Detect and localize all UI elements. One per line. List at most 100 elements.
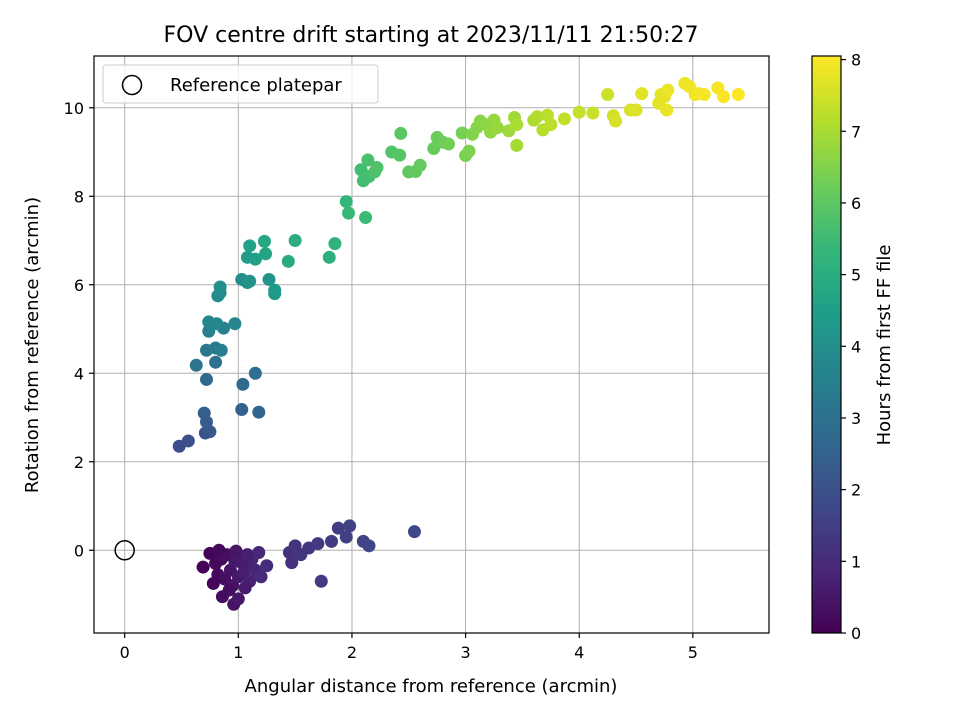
scatter-point (252, 545, 266, 559)
reference-point-marker (114, 540, 135, 561)
y-axis-label: Rotation from reference (arcmin) (22, 197, 43, 493)
scatter-point (697, 87, 711, 101)
y-tick-label: 0 (74, 541, 84, 560)
scatter-point (331, 521, 345, 535)
colorbar-frame (811, 55, 842, 634)
scatter-point (189, 358, 203, 372)
y-tick-label: 2 (74, 453, 84, 472)
scatter-point (311, 537, 325, 551)
scatter-point (510, 138, 524, 152)
scatter-point (635, 87, 649, 101)
legend-box (102, 64, 379, 104)
x-tick-label: 1 (233, 643, 243, 662)
scatter-point (262, 272, 276, 286)
scatter-point (252, 405, 266, 419)
x-axis-ticks: 0 1 2 3 4 5 (120, 633, 698, 662)
legend-marker (121, 74, 143, 96)
scatter-point (243, 274, 257, 288)
scatter-point (281, 254, 295, 268)
legend: Reference platepar (102, 64, 379, 104)
scatter-point (601, 87, 615, 101)
y-tick-label: 8 (74, 187, 84, 206)
scatter-point (339, 195, 353, 209)
scatter-point (370, 161, 384, 175)
scatter-point (210, 317, 224, 331)
scatter-point (586, 106, 600, 120)
scatter-point (314, 574, 328, 588)
legend-entry-reference-platepar: Reference platepar (170, 75, 342, 96)
scatter-point (660, 103, 674, 117)
scatter-point (222, 583, 236, 597)
scatter-point (572, 105, 586, 119)
x-tick-label: 2 (347, 643, 357, 662)
scatter-point (259, 247, 273, 261)
colorbar-tick-label: 5 (851, 266, 861, 285)
scatter-point (260, 559, 274, 573)
colorbar-tick-label: 4 (851, 337, 861, 356)
scatter-point (238, 581, 252, 595)
chart-title: FOV centre drift starting at 2023/11/11 … (164, 23, 699, 48)
scatter-point (342, 206, 356, 220)
scatter-point (731, 87, 745, 101)
plot-frame (93, 55, 770, 634)
colorbar-tick-label: 0 (851, 624, 861, 643)
x-tick-label: 0 (120, 643, 130, 662)
scatter-point (240, 548, 254, 562)
scatter-point (200, 372, 213, 386)
scatter-point (362, 539, 376, 553)
scatter-point (181, 434, 195, 448)
y-tick-label: 10 (64, 99, 84, 118)
scatter-point (228, 317, 242, 331)
scatter-point (510, 118, 524, 132)
colorbar-tick-label: 7 (851, 122, 861, 141)
scatter-point (235, 403, 249, 417)
scatter-point (661, 83, 675, 97)
scatter-point (231, 592, 245, 606)
scatter-point (490, 121, 504, 135)
scatter-point (243, 239, 257, 253)
scatter-point (209, 355, 223, 369)
scatter-point (268, 283, 282, 297)
x-tick-label: 3 (460, 643, 470, 662)
colorbar-label: Hours from first FF file (874, 245, 895, 446)
y-tick-label: 4 (74, 364, 84, 383)
scatter-point (361, 153, 375, 167)
colorbar: 0 1 2 3 4 5 6 7 8 Hours from first FF file (811, 51, 895, 643)
scatter-point (325, 534, 338, 548)
scatter-point (254, 570, 268, 584)
scatter-point (427, 141, 441, 155)
scatter-point (359, 211, 373, 225)
colorbar-gradient (812, 56, 841, 633)
scatter-point (717, 90, 731, 104)
colorbar-tick-label: 3 (851, 409, 861, 428)
scatter-point (322, 250, 336, 264)
scatter-point (229, 544, 243, 558)
colorbar-tick-label: 6 (851, 194, 861, 213)
scatter-point (288, 234, 302, 248)
scatter-point (285, 556, 299, 570)
x-tick-label: 5 (688, 643, 698, 662)
scatter-point (393, 148, 407, 162)
scatter-point (442, 137, 456, 151)
scatter-point (328, 237, 342, 251)
y-axis-ticks: 0 2 4 6 8 10 (64, 99, 94, 560)
colorbar-tick-label: 8 (851, 51, 861, 70)
scatter-point (248, 252, 262, 266)
scatter-point (544, 118, 558, 132)
scatter-point (212, 543, 226, 557)
scatter-point (339, 530, 353, 544)
scatter-point (609, 114, 623, 128)
colorbar-tick-label: 1 (851, 552, 861, 571)
scatter-point (236, 377, 250, 391)
scatter-point (343, 519, 357, 533)
scatter-point (557, 112, 571, 126)
scatter-point (462, 144, 476, 158)
scatter-point (214, 343, 228, 357)
colorbar-ticks: 0 1 2 3 4 5 6 7 8 (841, 51, 861, 643)
scatter-point (455, 126, 469, 140)
x-tick-label: 4 (574, 643, 584, 662)
x-axis-label: Angular distance from reference (arcmin) (245, 676, 618, 697)
scatter-point (213, 280, 227, 294)
scatter-point (530, 110, 544, 124)
